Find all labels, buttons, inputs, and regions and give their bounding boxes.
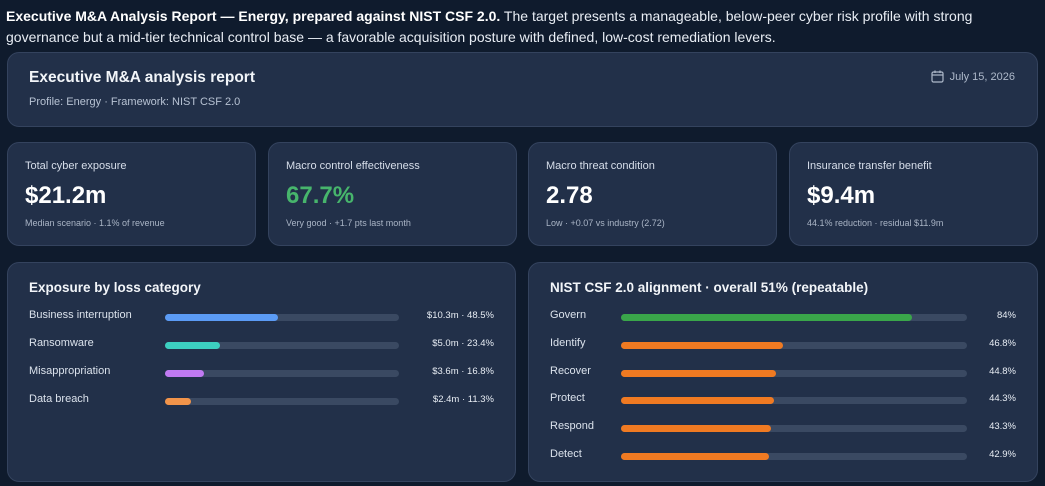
kpi-label: Macro control effectiveness [286, 160, 420, 172]
exposure-bar-track [165, 342, 399, 349]
exposure-row-label-data-breach: Data breach [29, 393, 89, 405]
kpi-note: Very good · +1.7 pts last month [286, 218, 411, 228]
nist-row-value: 84% [996, 310, 1016, 321]
nist-row-label-protect: Protect [550, 392, 585, 405]
nist-row-value: 43.3% [989, 421, 1016, 433]
exposure-row-label-ransomware: Ransomware [29, 337, 94, 349]
report-title: Executive M&A analysis report [29, 69, 255, 86]
exposure-bar-fill [165, 342, 220, 349]
nist-row-label-respond: Respond [550, 420, 595, 433]
nist-bar-track [621, 453, 967, 460]
kpi-value: $21.2m [25, 182, 107, 209]
kpi-label: Total cyber exposure [25, 160, 127, 172]
kpi-note: Low · +0.07 vs industry (2.72) [546, 218, 665, 228]
report-header-card: Executive M&A analysis report Profile: E… [7, 52, 1038, 127]
nist-row-label-detect: Detect [550, 448, 582, 460]
report-subtitle: Profile: Energy · Framework: NIST CSF 2.… [29, 96, 241, 108]
nist-row-label-govern: Govern [550, 309, 587, 321]
intro-summary-title: Executive M&A Analysis Report — Energy, … [6, 8, 501, 24]
exposure-bar-track [165, 370, 399, 377]
exposure-row-label-business-interruption: Business interruption [29, 309, 132, 321]
nist-row-value: 44.3% [989, 393, 1016, 405]
exposure-bar-fill [165, 370, 205, 377]
report-date: July 15, 2026 [930, 70, 1015, 83]
kpi-value: 2.78 [546, 182, 593, 209]
report-date-text: July 15, 2026 [949, 70, 1015, 83]
intro-summary: Executive M&A Analysis Report — Energy, … [6, 6, 1036, 48]
nist-bar-fill [621, 369, 776, 377]
kpi-card-control-effectiveness: Macro control effectiveness 67.7% Very g… [268, 142, 517, 246]
calendar-icon [930, 70, 944, 83]
panel-title: Exposure by loss category [29, 280, 201, 295]
exposure-by-loss-category-panel: Exposure by loss category Business inter… [7, 262, 516, 482]
nist-row-label-identify: Identify [550, 336, 586, 349]
exposure-bar-fill [165, 314, 279, 321]
kpi-value: 67.7% [286, 182, 355, 209]
kpi-card-threat-condition: Macro threat condition 2.78 Low · +0.07 … [528, 142, 777, 246]
nist-bar-fill [621, 425, 771, 433]
nist-bar-fill [621, 314, 912, 321]
intro-summary-text: The target presents a manageable, below-… [6, 8, 973, 45]
exposure-row-value: $5.0m · 23.4% [432, 338, 494, 349]
nist-bar-track [621, 425, 967, 433]
exposure-row-value: $3.6m · 16.8% [432, 366, 494, 377]
nist-row-value: 42.9% [989, 449, 1016, 460]
nist-bar-fill [621, 453, 770, 460]
kpi-card-total-exposure: Total cyber exposure $21.2m Median scena… [7, 142, 256, 246]
kpi-value: $9.4m [807, 182, 876, 209]
kpi-label: Macro threat condition [546, 160, 655, 172]
exposure-bar-track [165, 314, 399, 321]
nist-row-value: 44.8% [989, 365, 1016, 377]
kpi-card-insurance-benefit: Insurance transfer benefit $9.4m 44.1% r… [789, 142, 1038, 246]
exposure-row-value: $2.4m · 11.3% [432, 394, 494, 405]
nist-row-value: 46.8% [989, 337, 1016, 349]
nist-bar-fill [621, 341, 783, 349]
nist-bar-track [621, 369, 967, 377]
exposure-bar-track [165, 398, 399, 405]
exposure-bar-fill [165, 398, 192, 405]
panel-title: NIST CSF 2.0 alignment · overall 51% (re… [550, 280, 869, 295]
nist-bar-track [621, 397, 967, 405]
nist-alignment-panel: NIST CSF 2.0 alignment · overall 51% (re… [528, 262, 1038, 482]
nist-bar-track [621, 314, 967, 321]
nist-row-label-recover: Recover [550, 364, 591, 377]
kpi-note: Median scenario · 1.1% of revenue [25, 218, 165, 228]
exposure-row-value: $10.3m · 48.5% [426, 310, 494, 321]
exposure-row-label-misappropriation: Misappropriation [29, 365, 111, 377]
nist-bar-track [621, 341, 967, 349]
kpi-label: Insurance transfer benefit [807, 160, 932, 172]
kpi-note: 44.1% reduction · residual $11.9m [807, 218, 944, 228]
nist-bar-fill [621, 397, 775, 405]
